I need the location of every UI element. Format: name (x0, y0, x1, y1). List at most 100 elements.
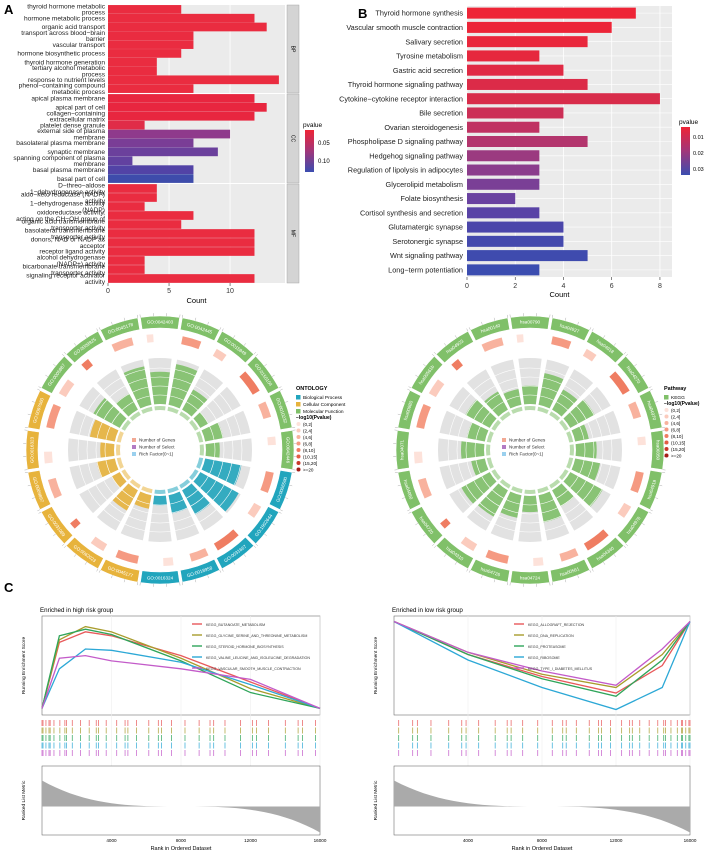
legend-label: Biological Process (303, 395, 343, 401)
outer-tick (625, 353, 628, 357)
ring-background (193, 386, 241, 428)
outer-tick (642, 374, 645, 377)
bar (108, 220, 182, 229)
bar (108, 57, 157, 67)
rich-factor-bar (471, 458, 489, 476)
sector-arc (638, 469, 663, 511)
legend-bin-label: (15,20] (303, 461, 317, 466)
legend-bin-label: (15,20] (671, 447, 685, 452)
legend-label: KEGG_BUTANOATE_METABOLISM (206, 623, 265, 627)
select-bar (179, 479, 191, 489)
bar (108, 120, 145, 130)
x-axis-label: Rank in Ordered Dataset (512, 846, 573, 852)
outer-tick (397, 413, 401, 416)
bar-label: process (82, 10, 106, 17)
metric-area (42, 778, 320, 833)
pvalue-bar (551, 336, 572, 350)
legend-label: KEGG_VALINE_LEUCINE_AND_ISOLEUCINE_DEGRA… (206, 656, 310, 660)
sector-arc (435, 330, 474, 364)
sector-arc (140, 570, 180, 585)
es-line (41, 654, 321, 709)
ring-legend-key (132, 452, 136, 456)
outer-tick (577, 575, 579, 579)
bar-label: organic acid transport (42, 24, 106, 31)
select-bar (154, 489, 166, 495)
sector-arc (435, 536, 474, 570)
outer-tick (454, 562, 457, 565)
bar (467, 164, 540, 176)
outer-tick (655, 497, 659, 499)
outer-tick (45, 523, 48, 526)
outer-tick (264, 364, 267, 367)
outer-tick (31, 401, 35, 403)
bar-label: thyroid hormone generation (24, 59, 105, 66)
bar (108, 22, 267, 32)
outer-tick (466, 568, 469, 572)
bar (108, 202, 145, 211)
outer-tick (634, 364, 637, 367)
sector-label: hsa04919 (646, 479, 657, 500)
legend-label: KEGG_VASCULAR_SMOOTH_MUSCLE_CONTRACTION (206, 667, 301, 671)
outer-tick (648, 511, 652, 514)
bar-label: basal part of cell (57, 176, 106, 183)
legend-bin-label: >=20 (671, 454, 682, 459)
outer-tick (444, 554, 447, 557)
rich-factor-bar (563, 399, 595, 428)
pvalue-bar (617, 502, 632, 518)
ring-legend-key (132, 438, 136, 442)
select-bar (537, 406, 549, 414)
legend-dot (296, 435, 301, 439)
rich-factor-bar (134, 491, 152, 509)
select-bar (199, 444, 204, 456)
pvalue-bar (260, 471, 274, 493)
outer-tick (408, 386, 412, 389)
pvalue-bar (440, 518, 451, 529)
rich-factor-bar (466, 422, 489, 442)
bar-label: platelet dense granule (40, 122, 105, 129)
legend-label: KEGG_GLYCINE_SERINE_AND_THREONINE_METABO… (206, 634, 307, 638)
sector-label: GO:0016323 (30, 436, 35, 463)
gsea-low-risk: Enriched in low risk group KEGG_ALLOGRAFT… (373, 607, 697, 852)
outer-tick (53, 364, 56, 367)
sector-label: hsa00980 (403, 400, 414, 421)
outer-tick (74, 343, 77, 346)
sector-arc (179, 558, 221, 583)
outer-tick (397, 484, 401, 487)
outer-tick (623, 545, 627, 548)
bar-label: process (82, 71, 106, 78)
bar (108, 274, 255, 283)
bar-label: Bile secretion (419, 109, 463, 118)
outer-tick (37, 388, 41, 391)
facet-strip-CC (286, 93, 300, 184)
pvalue-bar (212, 348, 227, 362)
es-line (41, 625, 321, 710)
rich-factor-bar (205, 442, 220, 458)
bar (108, 147, 218, 157)
facet-strip-BP (286, 4, 300, 94)
sector-arc (179, 317, 221, 342)
y2-axis-label: Ranked List Metric (373, 780, 379, 820)
select-bar (491, 419, 501, 431)
outer-tick (433, 545, 437, 548)
sector-arc (650, 430, 665, 470)
bar-label: collagen−containing (47, 110, 106, 117)
rich-factor-bar (500, 491, 522, 518)
panel-b-barchart: Thyroid hormone synthesis Vascular smooth… (339, 6, 704, 299)
ring-legend-key (132, 445, 136, 449)
outer-tick (255, 543, 258, 547)
x-tick-label: 4000 (463, 838, 474, 843)
select-bar (511, 406, 523, 414)
sector-label: hsa04724 (520, 576, 541, 581)
bar-label: alcohol dehydrogenase (37, 255, 106, 262)
legend-dot (296, 467, 301, 472)
circos-go: GO:0042403 GO:0042445GO:0015849GO:0150104… (23, 313, 346, 587)
sector-label: GO:0042446 (285, 437, 290, 464)
outer-tick (253, 352, 257, 355)
sector-arc (397, 469, 422, 511)
legend-tick: 0.10 (318, 159, 330, 165)
pvalue-bar (163, 557, 174, 566)
bar-label: Glutamatergic synapse (388, 223, 463, 232)
bar-label: Serotonergic synapse (392, 237, 463, 246)
rich-factor-bar (571, 424, 589, 442)
legend-bin-label: (4,6] (303, 435, 312, 440)
